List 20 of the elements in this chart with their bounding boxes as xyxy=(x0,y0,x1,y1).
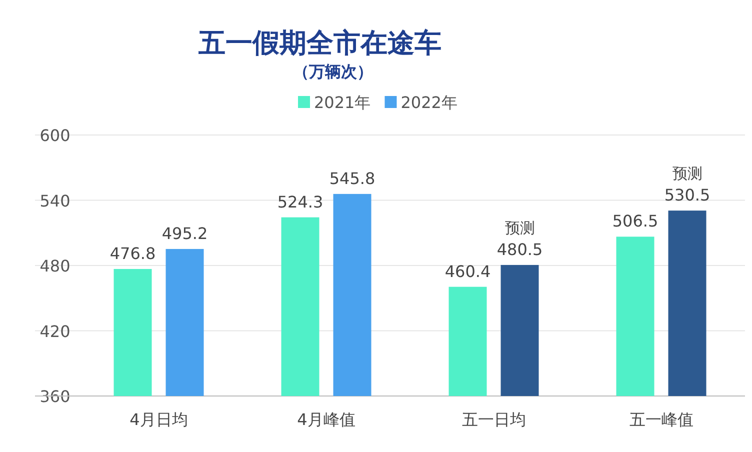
x-tick-label: 4月峰值 xyxy=(297,410,356,429)
y-tick-label: 480 xyxy=(40,256,70,276)
data-label: 545.8 xyxy=(329,168,376,188)
x-tick-label: 五一日均 xyxy=(462,410,526,429)
y-tick-label: 600 xyxy=(40,126,70,145)
chart-title: 五一假期全市在途车 xyxy=(198,28,442,59)
legend-label: 2021年 xyxy=(314,93,371,112)
data-label: 460.4 xyxy=(444,262,491,281)
y-tick-label: 540 xyxy=(40,191,70,210)
data-label: 476.8 xyxy=(110,244,156,263)
chart-subtitle: （万辆次） xyxy=(293,62,373,81)
x-tick-label: 4月日均 xyxy=(130,410,188,429)
data-label: 524.3 xyxy=(277,192,324,212)
data-label: 495.2 xyxy=(162,224,208,243)
y-tick-label: 420 xyxy=(40,322,70,341)
legend-label: 2022年 xyxy=(400,93,458,112)
data-label: 预测 530.5 xyxy=(664,164,710,205)
x-tick-label: 五一峰值 xyxy=(629,410,694,429)
data-label: 506.5 xyxy=(612,212,658,231)
data-label: 预测 480.5 xyxy=(496,218,543,259)
